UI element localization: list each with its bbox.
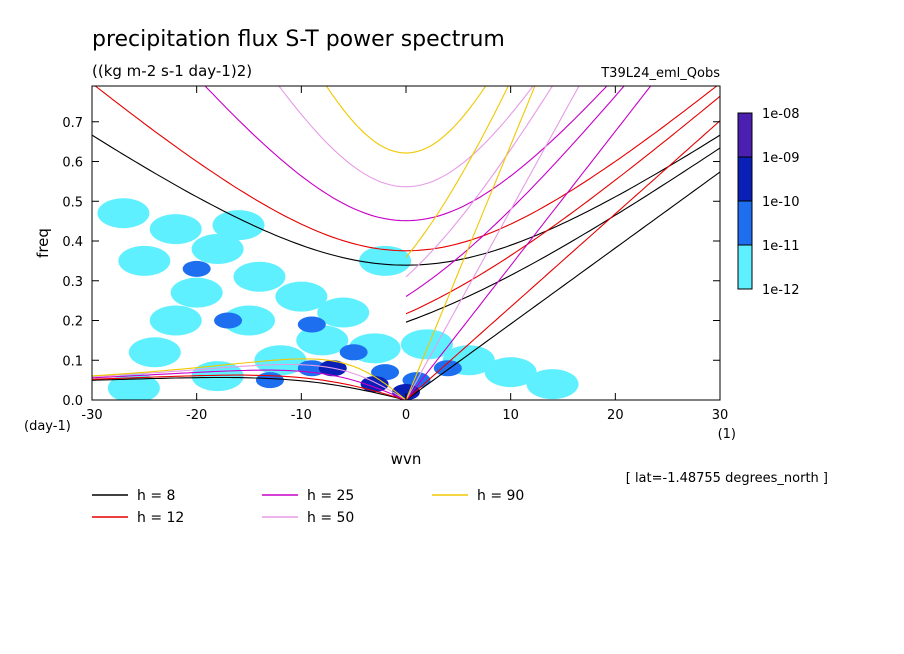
shading-blob-9 [149, 305, 202, 336]
shading-blob-18 [128, 337, 181, 368]
curve-8-0 [405, 171, 720, 400]
axis-ticks: -30 -20 -10 0 10 20 30 0.0 0.1 0.2 0.3 0.4 0.5 0.6 0.7 [62, 86, 728, 423]
x-tick-label: -10 [291, 408, 312, 423]
colorbar-label: 1e-09 [762, 151, 800, 166]
x-axis-label: wvn [391, 450, 422, 468]
curve-8-2 [405, 147, 720, 323]
y-units-label: (day-1) [24, 419, 71, 434]
dispersion-curves [92, 86, 720, 400]
shading-blob-21 [212, 210, 265, 241]
shading-blob-5 [170, 277, 223, 308]
shading-blob-31 [360, 376, 389, 393]
y-tick-label: 0.7 [62, 116, 83, 131]
shading-blob-8 [223, 305, 275, 336]
shading-blob-2 [118, 245, 171, 276]
curve-25-0 [405, 86, 652, 400]
x-units-label: (1) [718, 427, 736, 442]
legend: h = 8 h = 12 h = 25 h = 50 h = 90 [92, 488, 524, 526]
shading-blob-29 [214, 312, 243, 329]
curve-25-1 [204, 86, 608, 222]
y-tick-label: 0.4 [62, 235, 83, 250]
curve-90-2 [405, 86, 509, 258]
curve-50-2 [405, 86, 554, 278]
x-tick-label: -20 [186, 408, 207, 423]
y-tick-label: 0.3 [62, 275, 83, 290]
curve-8-3 [92, 376, 407, 400]
y-tick-label: 0.1 [62, 354, 83, 369]
shading-blob-0 [97, 198, 150, 229]
colorbar-label: 1e-12 [762, 283, 800, 298]
x-tick-label: -30 [81, 408, 102, 423]
curve-90-0 [405, 86, 536, 400]
shading-blob-1 [149, 214, 202, 245]
colorbar-label: 1e-10 [762, 195, 800, 210]
shading-blob-3 [191, 233, 244, 264]
shading-blob-10 [296, 325, 349, 356]
colorbar-swatch-1 [737, 156, 753, 202]
colorbar-label: 1e-08 [762, 107, 800, 122]
shading-blob-15 [526, 369, 579, 400]
shading-layer [97, 198, 579, 400]
chart-title: precipitation flux S-T power spectrum [92, 27, 505, 52]
legend-label-25: h = 25 [307, 488, 354, 504]
curve-8-1 [92, 134, 720, 266]
curve-12-3 [92, 374, 407, 400]
shading-blob-24 [339, 344, 368, 361]
y-tick-label: 0.6 [62, 156, 83, 171]
shading-blob-28 [255, 372, 284, 389]
x-tick-label: 20 [607, 408, 624, 423]
y-axis-label: freq [34, 228, 52, 258]
shading-blob-23 [297, 316, 326, 333]
latitude-annotation: [ lat=-1.48755 degrees_north ] [626, 471, 828, 486]
colorbar: 1e-08 1e-09 1e-10 1e-11 1e-12 [737, 107, 800, 298]
curve-50-1 [278, 86, 534, 188]
x-tick-label: 0 [402, 408, 410, 423]
curve-12-0 [405, 120, 720, 400]
curve-25-2 [405, 86, 625, 297]
shading-blob-6 [275, 281, 328, 312]
chart-subtitle: ((kg m-2 s-1 day-1)2) [92, 62, 252, 80]
y-tick-label: 0.0 [62, 394, 83, 409]
shading-blob-14 [484, 357, 537, 388]
colorbar-swatch-2 [737, 200, 753, 246]
curve-12-1 [94, 86, 718, 252]
y-tick-label: 0.5 [62, 195, 83, 210]
shading-blob-25 [371, 364, 400, 381]
curve-90-3 [92, 358, 407, 400]
colorbar-label: 1e-11 [762, 239, 800, 254]
curve-50-3 [92, 363, 407, 400]
curve-25-3 [92, 369, 407, 400]
legend-label-90: h = 90 [477, 488, 524, 504]
curve-12-2 [405, 95, 720, 315]
y-tick-label: 0.2 [62, 315, 83, 330]
shading-blob-4 [233, 261, 286, 292]
shading-blob-22 [182, 260, 211, 277]
colorbar-swatch-3 [737, 244, 753, 290]
legend-label-50: h = 50 [307, 510, 354, 526]
shading-blob-7 [317, 297, 370, 328]
shading-blob-20 [359, 245, 412, 276]
x-tick-label: 10 [502, 408, 519, 423]
experiment-label: T39L24_eml_Qobs [600, 66, 720, 81]
shading-blob-27 [297, 360, 326, 377]
shading-blob-12 [400, 329, 453, 360]
x-tick-label: 30 [712, 408, 729, 423]
legend-label-12: h = 12 [137, 510, 184, 526]
curve-50-0 [405, 86, 580, 400]
colorbar-swatch-0 [737, 112, 753, 158]
legend-label-8: h = 8 [137, 488, 175, 504]
curve-90-1 [325, 86, 487, 154]
